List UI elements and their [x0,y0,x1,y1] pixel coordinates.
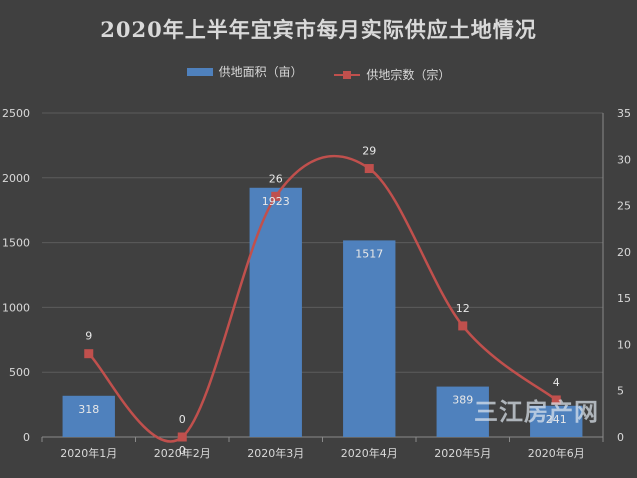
legend-label-count: 供地宗数（宗） [366,68,451,82]
line-marker [271,191,281,201]
line-marker [458,321,468,331]
line-data-label: 4 [553,376,560,389]
legend-line-swatch [334,70,361,79]
y-right-tick-label: 20 [617,246,631,259]
x-tick-label: 2020年1月 [60,446,117,460]
x-tick-label: 2020年3月 [247,446,304,460]
y-right-tick-label: 15 [617,292,631,305]
legend-item-count: 供地宗数（宗） [334,66,450,83]
y-left-tick-label: 500 [9,366,30,379]
y-right-tick-label: 25 [617,200,631,213]
bar [249,187,302,437]
y-right-tick-label: 5 [617,385,624,398]
bar-data-label: 241 [546,413,567,426]
line-data-label: 29 [362,145,376,158]
watermark-logo: 三江房产网 [474,398,599,426]
bar-data-label: 1517 [355,247,383,260]
bar-data-label: 1923 [262,195,290,208]
x-tick-label: 2020年5月 [434,446,491,460]
y-left-tick-label: 0 [23,431,30,444]
line-data-label: 12 [456,302,470,315]
legend-bar-swatch [186,67,213,76]
line-marker [551,395,561,405]
bar [530,405,583,437]
line-marker [364,164,374,174]
y-right-tick-label: 10 [617,338,631,351]
y-left-tick-label: 1000 [2,301,30,314]
legend-label-area: 供地面积（亩） [218,65,303,79]
line-data-label: 9 [85,330,92,343]
line-marker [84,349,94,359]
legend: 供地面积（亩） 供地宗数（宗） [0,63,637,83]
bar-data-label: 318 [78,403,99,416]
line-data-label: 0 [179,413,186,426]
chart-title: 2020年上半年宜宾市每月实际供应土地情况 [100,17,537,42]
bar [343,240,396,437]
bar-data-label: 0 [179,444,186,457]
y-right-tick-label: 0 [617,431,624,444]
y-left-tick-label: 2000 [2,172,30,185]
y-right-tick-label: 30 [617,153,631,166]
y-right-tick-label: 35 [617,107,631,120]
x-tick-label: 2020年4月 [341,446,398,460]
y-left-tick-label: 2500 [2,107,30,120]
line-data-label: 26 [269,172,283,185]
legend-item-area: 供地面积（亩） [186,63,303,80]
x-tick-label: 2020年2月 [154,446,211,460]
bar-data-label: 389 [452,394,473,407]
x-tick-label: 2020年6月 [528,446,585,460]
bar [436,386,489,437]
y-left-tick-label: 1500 [2,237,30,250]
bar [62,395,115,437]
line-marker [177,432,187,442]
